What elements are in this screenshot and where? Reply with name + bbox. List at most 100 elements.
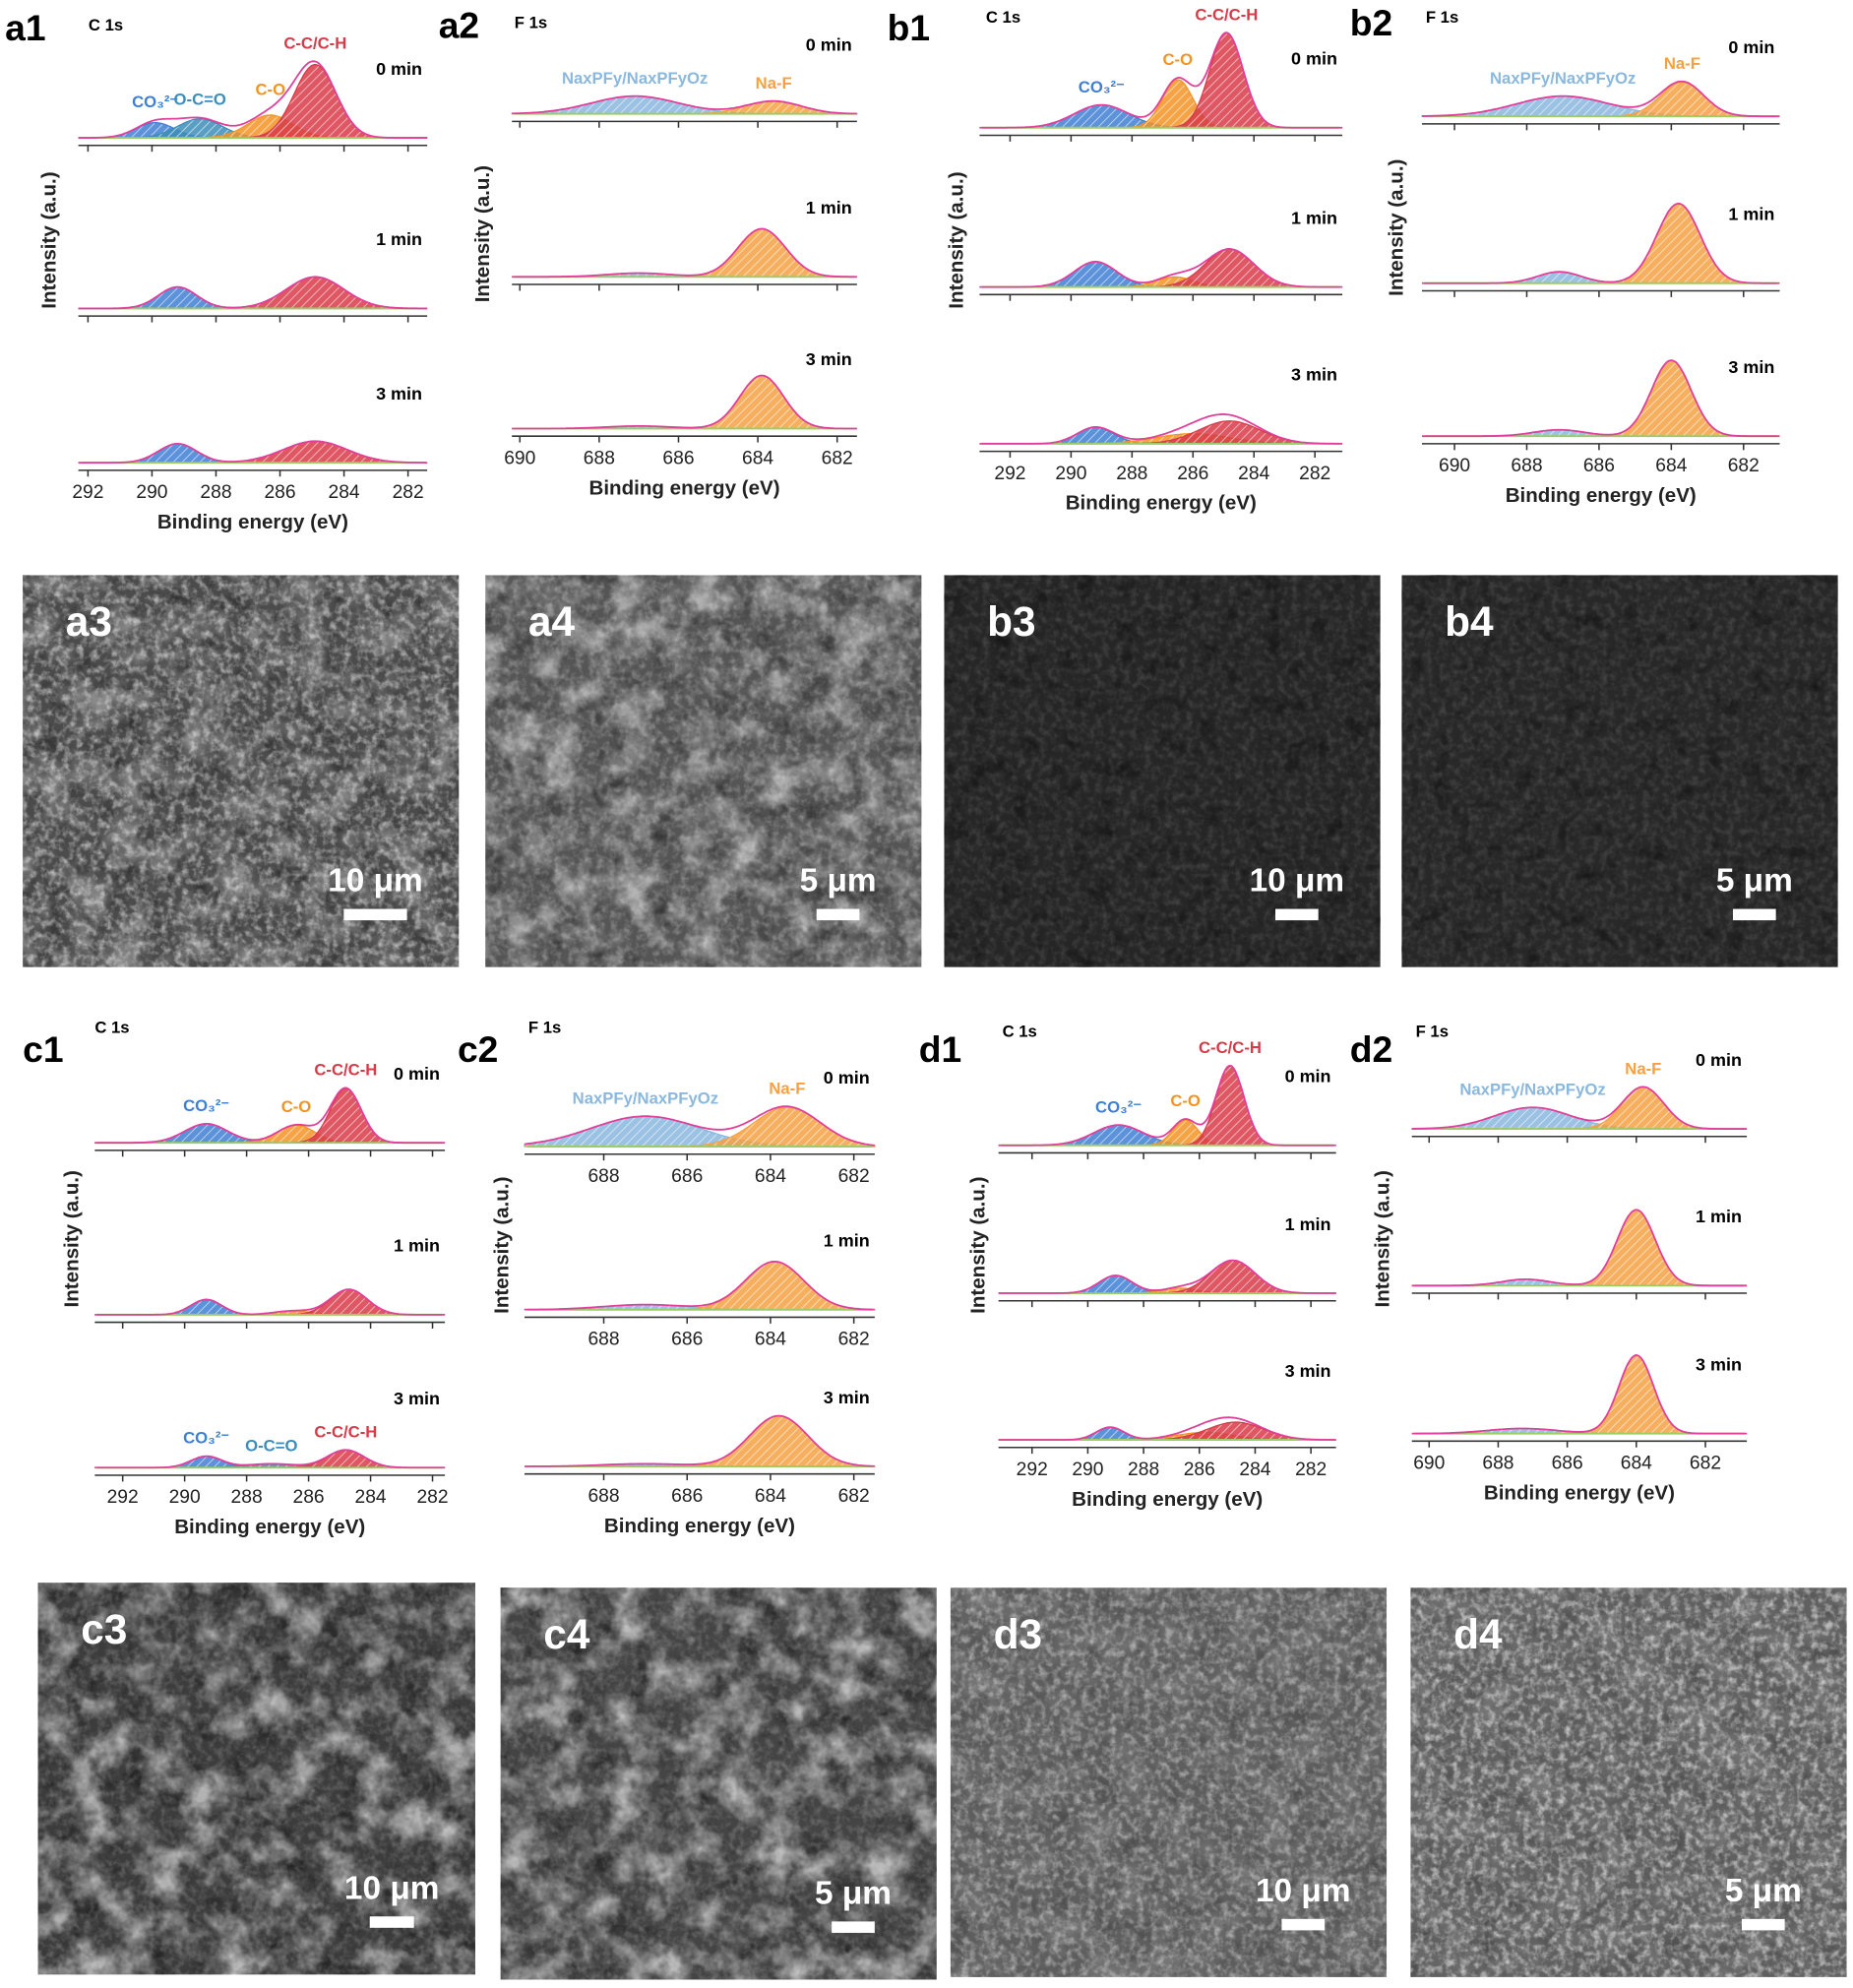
x-tick-label: 284 (329, 482, 360, 503)
image-texture (485, 575, 922, 967)
x-tick-label: 684 (1655, 456, 1687, 476)
time-label: 1 min (1728, 205, 1774, 224)
x-axis-label: Binding energy (eV) (588, 476, 779, 499)
y-axis-label: Intensity (a.u.) (967, 1177, 990, 1314)
image-texture (37, 1583, 475, 1975)
core-level: C 1s (94, 1018, 129, 1036)
time-label: 1 min (376, 229, 422, 249)
component-label: C-C/C-H (1199, 1038, 1262, 1057)
component-label: C-C/C-H (314, 1061, 377, 1080)
sem-image: a4 5 μm (485, 575, 922, 967)
y-axis-label: Intensity (a.u.) (61, 1170, 84, 1307)
time-label: 3 min (394, 1389, 440, 1408)
component-label: Na-F (769, 1079, 805, 1097)
image-texture (1410, 1587, 1847, 1977)
x-tick-label: 282 (393, 482, 424, 503)
image-texture (1401, 575, 1838, 967)
scale-bar (1275, 908, 1319, 921)
sem-image: d3 10 μm (950, 1587, 1388, 1977)
envelope (1411, 1086, 1748, 1130)
peak-component (94, 1124, 446, 1144)
y-axis-label: Intensity (a.u.) (38, 171, 61, 308)
peak-component (512, 227, 857, 278)
scale-bar-label: 10 μm (328, 863, 423, 900)
scale-bar-label: 5 μm (815, 1875, 892, 1911)
x-tick-label: 684 (755, 1486, 786, 1507)
time-label: 3 min (1728, 357, 1774, 377)
x-tick-label: 682 (1690, 1454, 1721, 1474)
x-axis-label: Binding energy (eV) (604, 1515, 795, 1537)
time-label: 0 min (1291, 49, 1337, 69)
xps-panel: b1 C 1s Intensity (a.u.) 0 min CO₃²⁻ C-O C-C/C… (888, 5, 1343, 515)
core-level: C 1s (89, 16, 123, 34)
scale-bar (343, 908, 407, 921)
x-tick-label: 686 (671, 1486, 703, 1507)
scale-bar-label: 5 μm (1716, 863, 1793, 900)
time-label: 1 min (806, 198, 852, 217)
component-label: NaxPFy/NaxPFyOz (573, 1088, 718, 1107)
x-tick-label: 290 (1072, 1460, 1103, 1480)
panel-label: c1 (23, 1028, 63, 1070)
envelope (1422, 80, 1780, 118)
x-tick-label: 684 (742, 448, 773, 468)
envelope (998, 1064, 1336, 1147)
sem-image: a3 10 μm (23, 575, 460, 967)
envelope (998, 1416, 1336, 1441)
xps-panel: c2 F 1s Intensity (a.u.) 688 686 684 682 0 min N… (458, 1018, 876, 1537)
x-tick-label: 682 (838, 1486, 870, 1507)
x-tick-label: 282 (416, 1487, 448, 1508)
scale-bar (816, 908, 860, 921)
envelope (94, 1087, 446, 1145)
component-label: NaxPFy/NaxPFyOz (1490, 69, 1636, 88)
sem-image: c4 5 μm (500, 1587, 937, 1980)
sem-image: c3 10 μm (37, 1583, 475, 1975)
component-label: NaxPFy/NaxPFyOz (562, 69, 708, 88)
component-label: Na-F (1664, 54, 1700, 73)
core-level: F 1s (528, 1018, 561, 1036)
core-level: F 1s (1416, 1022, 1449, 1040)
image-label: b3 (987, 598, 1035, 645)
xps-panel: d2 F 1s Intensity (a.u.) 0 min NaxPFy/NaxPFy… (1350, 1022, 1748, 1504)
sem-image: b4 5 μm (1401, 575, 1838, 967)
panel-label: b2 (1350, 2, 1392, 43)
x-axis-label: Binding energy (eV) (1066, 492, 1257, 515)
scale-bar (832, 1921, 875, 1933)
component-label: C-O (1170, 1091, 1201, 1110)
component-label: C-O (1163, 50, 1194, 69)
x-tick-label: 288 (1116, 464, 1147, 484)
y-axis-label: Intensity (a.u.) (1386, 159, 1408, 296)
image-label: a3 (66, 598, 112, 645)
image-label: b4 (1445, 598, 1494, 645)
component-label: CO₃²⁻ (183, 1096, 229, 1115)
peak-component (1422, 359, 1780, 437)
peak-component (525, 1414, 876, 1467)
scale-bar-label: 5 μm (1725, 1873, 1802, 1909)
x-tick-label: 286 (264, 482, 295, 503)
x-tick-label: 686 (1583, 456, 1615, 476)
x-tick-label: 292 (107, 1487, 139, 1508)
envelope (998, 1259, 1336, 1294)
envelope (1422, 359, 1780, 438)
envelope (94, 1449, 446, 1469)
component-label: CO₃²⁻ (183, 1429, 229, 1448)
time-label: 0 min (394, 1064, 440, 1084)
scale-bar (1281, 1918, 1326, 1931)
x-tick-label: 690 (504, 448, 535, 468)
time-label: 0 min (824, 1068, 870, 1087)
x-tick-label: 292 (1017, 1460, 1048, 1480)
scale-bar (369, 1916, 414, 1928)
time-label: 3 min (824, 1388, 870, 1407)
x-tick-label: 686 (671, 1166, 703, 1187)
x-tick-label: 688 (587, 1166, 619, 1187)
panel-label: c2 (458, 1028, 498, 1070)
scale-bar-label: 5 μm (800, 863, 877, 900)
envelope (1411, 1354, 1748, 1435)
time-label: 0 min (1285, 1067, 1331, 1087)
time-label: 0 min (1696, 1050, 1742, 1070)
component-label: O-C=O (174, 91, 226, 109)
component-label: Na-F (756, 74, 792, 93)
xps-panel: d1 C 1s Intensity (a.u.) 0 min CO₃²⁻ C-O C-C/C… (919, 1022, 1336, 1511)
peak-component (979, 79, 1343, 129)
time-label: 1 min (1291, 208, 1337, 227)
